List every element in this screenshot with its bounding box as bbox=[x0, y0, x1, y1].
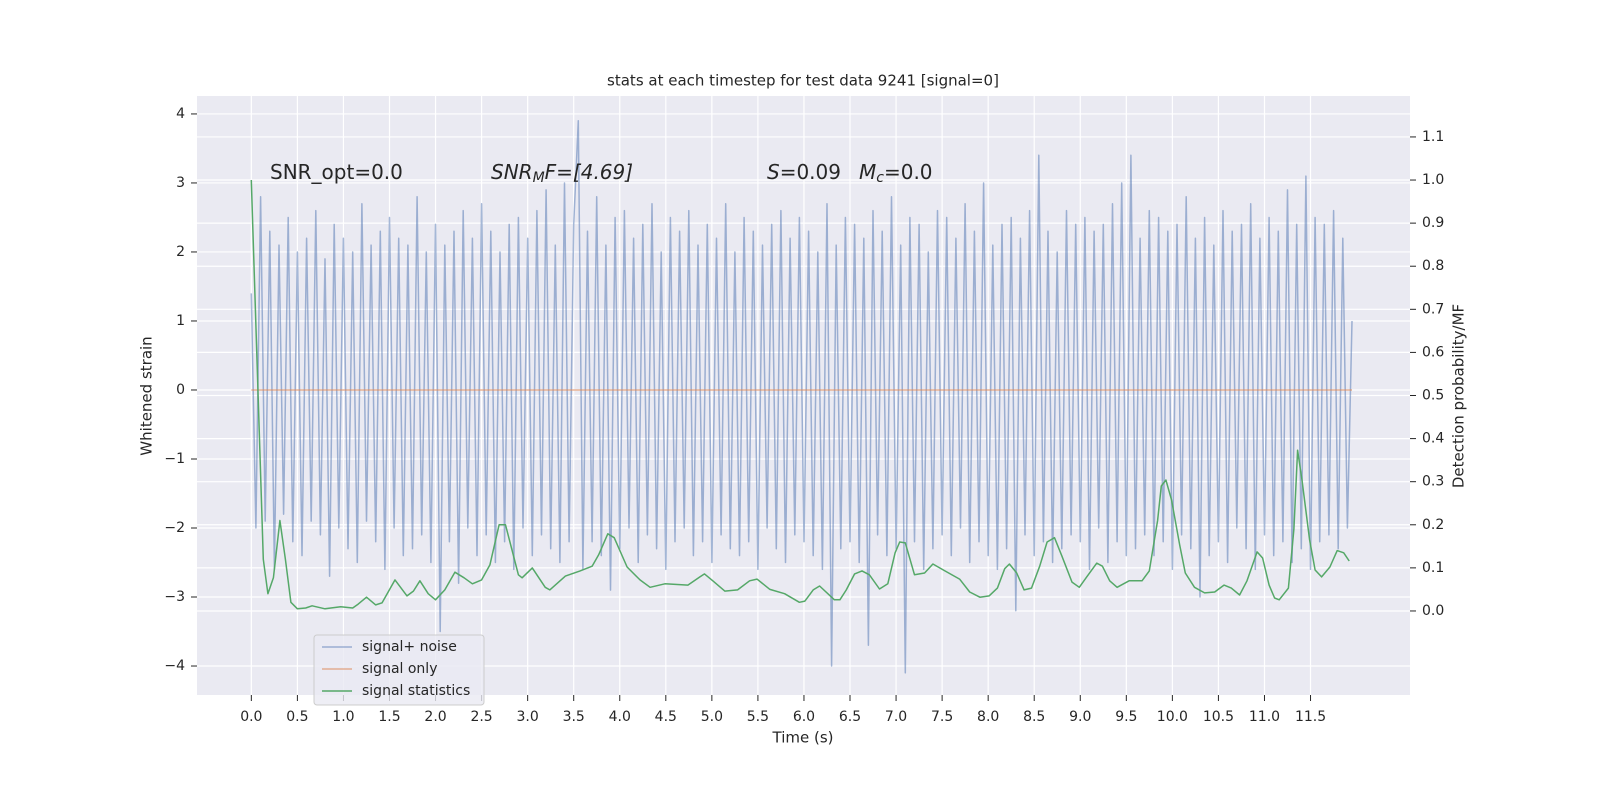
y-tick-label: 4 bbox=[176, 106, 185, 122]
y2-tick-label: 0.2 bbox=[1422, 517, 1444, 533]
annotation: SNR_opt=0.0 bbox=[270, 160, 403, 184]
annotation-part: SNR_opt=0.0 bbox=[270, 160, 403, 184]
series-line bbox=[250, 179, 1350, 610]
x-tick-label: 10.0 bbox=[1157, 709, 1188, 725]
y2-tick-label: 0.0 bbox=[1422, 603, 1444, 619]
y-tick-label: −4 bbox=[164, 658, 185, 674]
axes: 0.0 0.5 1.0 1.5 2.0 2.5 3.0 3.5 4.0 4.5 5.0 5.5 6.0 6… bbox=[164, 106, 1444, 725]
x-tick-label: 9.5 bbox=[1115, 709, 1137, 725]
y-tick-label: 1 bbox=[176, 313, 185, 329]
legend: signal+ noise signal only signal statistic… bbox=[313, 634, 485, 706]
x-tick-label: 2.5 bbox=[470, 709, 492, 725]
annotation-part: =0.0 bbox=[884, 160, 933, 184]
legend-label: signal statistics bbox=[362, 683, 470, 699]
y2-tick-label: 1.1 bbox=[1422, 129, 1444, 145]
x-tick-label: 2.0 bbox=[424, 709, 446, 725]
y2-tick-label: 0.3 bbox=[1422, 474, 1444, 490]
x-tick-label: 8.0 bbox=[977, 709, 999, 725]
x-tick-label: 5.0 bbox=[701, 709, 723, 725]
y2-axis-label: Detection probability/MF bbox=[1450, 304, 1468, 488]
x-tick-label: 6.0 bbox=[793, 709, 815, 725]
legend-box bbox=[313, 634, 485, 706]
x-tick-label: 5.5 bbox=[747, 709, 769, 725]
x-tick-label: 6.5 bbox=[839, 709, 861, 725]
y2-tick-label: 0.9 bbox=[1422, 215, 1444, 231]
annotation: SNRMF=[4.69] bbox=[491, 160, 633, 187]
legend-label: signal+ noise bbox=[362, 639, 457, 655]
x-tick-label: 7.5 bbox=[931, 709, 953, 725]
x-tick-label: 3.5 bbox=[563, 709, 585, 725]
x-tick-label: 10.5 bbox=[1203, 709, 1234, 725]
y-tick-label: −2 bbox=[164, 520, 185, 536]
y-tick-label: 0 bbox=[176, 382, 185, 398]
x-tick-label: 11.5 bbox=[1295, 709, 1326, 725]
y-tick-label: −1 bbox=[164, 451, 185, 467]
annotation-part: F=[4.69] bbox=[545, 160, 633, 184]
annotation-part: SNR bbox=[491, 160, 533, 184]
x-tick-label: 1.0 bbox=[332, 709, 354, 725]
annotation: Mc=0.0 bbox=[859, 160, 933, 187]
x-axis-label: Time (s) bbox=[772, 729, 834, 747]
y-tick-label: −3 bbox=[164, 589, 185, 605]
annotation-part: M bbox=[533, 170, 545, 186]
x-tick-label: 3.0 bbox=[517, 709, 539, 725]
annotation-part: =0.09 bbox=[780, 160, 841, 184]
annotation-part: S bbox=[767, 160, 780, 184]
x-tick-label: 8.5 bbox=[1023, 709, 1045, 725]
marks bbox=[250, 120, 1353, 674]
legend-label: signal only bbox=[362, 661, 437, 677]
y-tick-label: 2 bbox=[176, 244, 185, 260]
x-tick-label: 7.0 bbox=[885, 709, 907, 725]
annotation-part: M bbox=[859, 160, 876, 184]
y2-tick-label: 0.4 bbox=[1422, 431, 1444, 447]
x-tick-label: 0.0 bbox=[240, 709, 262, 725]
y2-tick-label: 0.8 bbox=[1422, 258, 1444, 274]
y2-tick-label: 0.7 bbox=[1422, 301, 1444, 317]
y2-tick-label: 1.0 bbox=[1422, 172, 1444, 188]
y-axis-label: Whitened strain bbox=[138, 336, 156, 455]
grid bbox=[197, 96, 1410, 695]
y2-tick-label: 0.6 bbox=[1422, 344, 1444, 360]
annotation-part: c bbox=[876, 170, 884, 186]
chart-title: stats at each timestep for test data 924… bbox=[607, 72, 999, 90]
y-tick-label: 3 bbox=[176, 175, 185, 191]
series-line bbox=[250, 120, 1353, 674]
x-tick-label: 9.0 bbox=[1069, 709, 1091, 725]
x-tick-label: 0.5 bbox=[286, 709, 308, 725]
x-tick-label: 1.5 bbox=[378, 709, 400, 725]
y2-tick-label: 0.5 bbox=[1422, 388, 1444, 404]
y2-tick-label: 0.1 bbox=[1422, 560, 1444, 576]
x-tick-label: 11.0 bbox=[1249, 709, 1280, 725]
x-tick-label: 4.5 bbox=[655, 709, 677, 725]
annotation: S=0.09 bbox=[767, 160, 841, 184]
x-tick-label: 4.0 bbox=[609, 709, 631, 725]
